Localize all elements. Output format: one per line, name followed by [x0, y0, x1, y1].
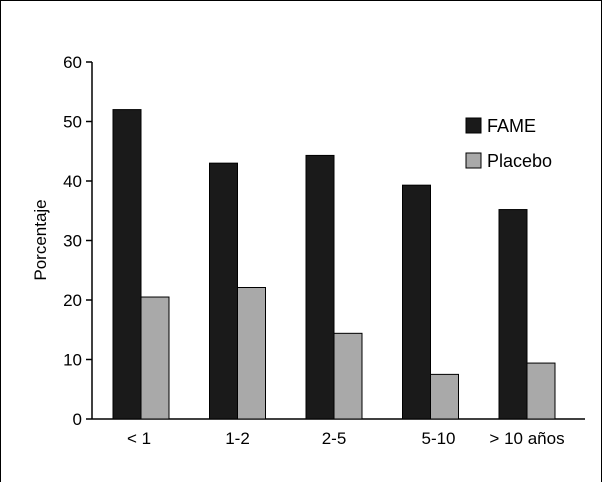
bar-fame-4 [498, 209, 528, 420]
y-tick-label: 50 [63, 113, 82, 132]
y-tick-label: 10 [63, 351, 82, 370]
y-tick-labels: 0 10 20 30 40 50 60 [63, 53, 92, 429]
bar-fame-1 [209, 162, 238, 420]
x-tick-label: 1-2 [225, 429, 250, 448]
bar-fame-0 [112, 109, 142, 420]
legend-label-fame: FAME [487, 116, 536, 136]
legend-swatch-placebo [465, 152, 482, 169]
x-tick-label: 5-10 [421, 429, 455, 448]
bars [112, 109, 556, 420]
y-tick-label: 60 [63, 53, 82, 72]
bar-placebo-3 [430, 373, 459, 420]
y-tick-label: 40 [63, 172, 82, 191]
legend-swatch-fame [465, 117, 482, 134]
y-axis-label: Porcentaje [31, 199, 50, 280]
y-tick-label: 0 [73, 410, 82, 429]
legend: FAME Placebo [465, 116, 552, 171]
bar-placebo-0 [140, 296, 170, 420]
legend-label-placebo: Placebo [487, 151, 552, 171]
x-tick-labels: < 1 1-2 2-5 5-10 > 10 años [127, 429, 565, 448]
y-tick-label: 30 [63, 232, 82, 251]
y-tick-label: 20 [63, 291, 82, 310]
bar-fame-2 [305, 154, 335, 420]
x-tick-label: < 1 [127, 429, 151, 448]
bar-placebo-4 [526, 362, 556, 420]
x-tick-label: 2-5 [322, 429, 347, 448]
bar-fame-3 [402, 184, 431, 420]
bar-placebo-2 [333, 332, 363, 420]
x-tick-label: > 10 años [489, 429, 564, 448]
bar-placebo-1 [237, 287, 266, 420]
